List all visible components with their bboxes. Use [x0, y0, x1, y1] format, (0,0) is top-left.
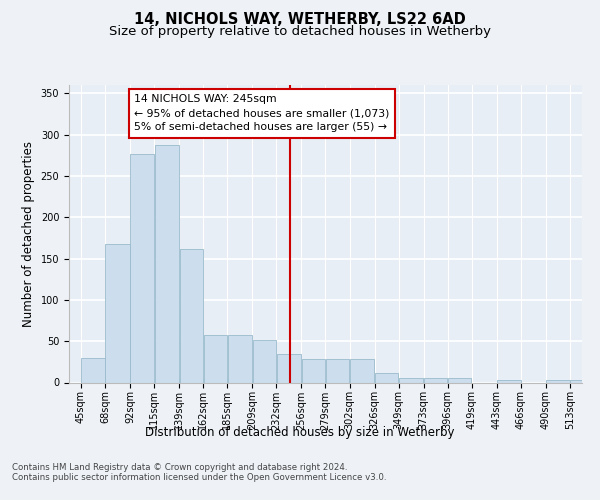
- Text: 14, NICHOLS WAY, WETHERBY, LS22 6AD: 14, NICHOLS WAY, WETHERBY, LS22 6AD: [134, 12, 466, 28]
- Bar: [571, 380, 593, 382]
- Bar: [350, 360, 374, 382]
- Bar: [106, 244, 130, 382]
- Bar: [253, 340, 276, 382]
- Bar: [82, 358, 104, 382]
- Bar: [497, 380, 521, 382]
- Bar: [547, 380, 569, 382]
- Text: 14 NICHOLS WAY: 245sqm
← 95% of detached houses are smaller (1,073)
5% of semi-d: 14 NICHOLS WAY: 245sqm ← 95% of detached…: [134, 94, 389, 132]
- Bar: [203, 336, 227, 382]
- Text: Distribution of detached houses by size in Wetherby: Distribution of detached houses by size …: [145, 426, 455, 439]
- Bar: [179, 248, 203, 382]
- Bar: [375, 374, 398, 382]
- Bar: [399, 378, 424, 382]
- Bar: [227, 336, 252, 382]
- Text: Contains HM Land Registry data © Crown copyright and database right 2024.
Contai: Contains HM Land Registry data © Crown c…: [12, 462, 386, 482]
- Bar: [155, 146, 179, 382]
- Bar: [302, 360, 325, 382]
- Text: Size of property relative to detached houses in Wetherby: Size of property relative to detached ho…: [109, 25, 491, 38]
- Y-axis label: Number of detached properties: Number of detached properties: [22, 141, 35, 327]
- Bar: [424, 378, 448, 382]
- Bar: [448, 378, 472, 382]
- Bar: [277, 354, 301, 382]
- Bar: [130, 154, 154, 382]
- Bar: [326, 360, 349, 382]
